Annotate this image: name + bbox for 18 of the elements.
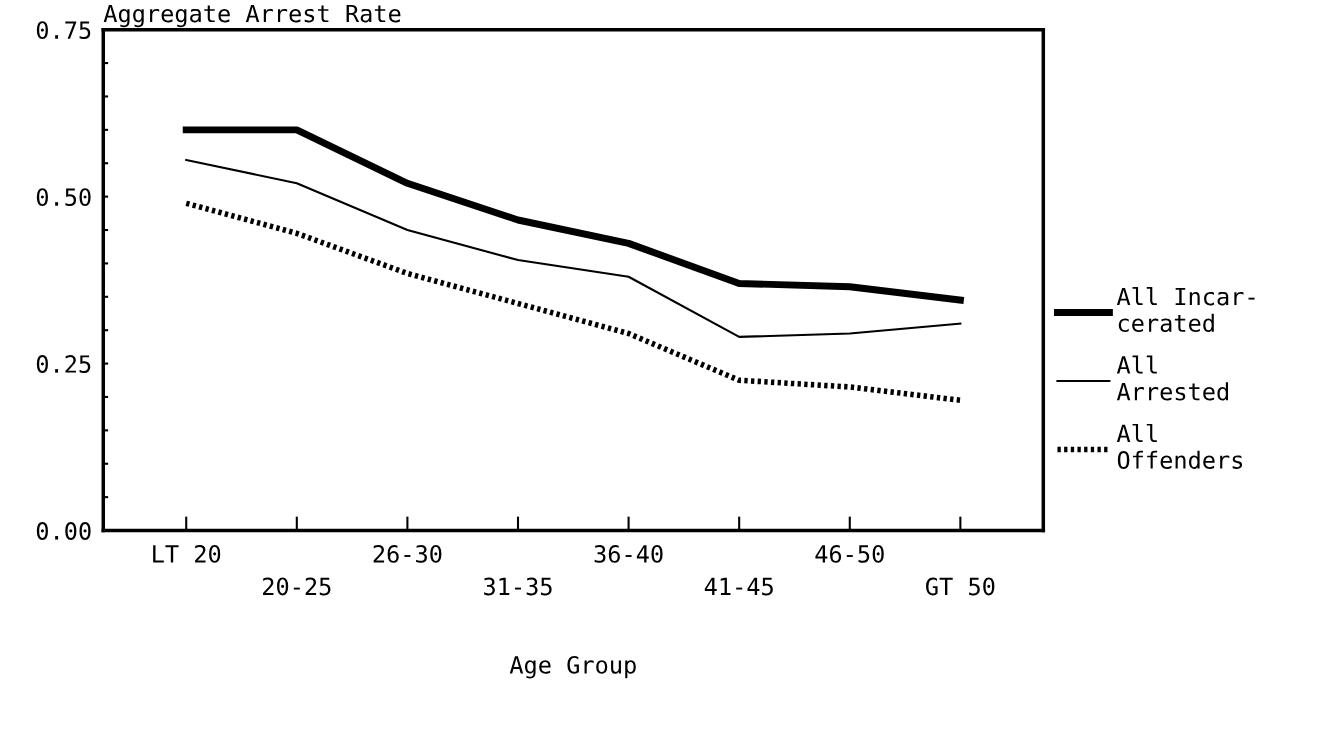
- x-tick-label: LT 20: [153, 544, 221, 563]
- x-tick-label: 41-45: [704, 577, 773, 596]
- y-tick-label: 0.50: [36, 188, 91, 206]
- y-tick-label: 0.25: [36, 355, 91, 373]
- y-axis-title: Aggregate Arrest Rate: [103, 4, 401, 28]
- x-tick-label: 46-50: [815, 544, 884, 563]
- y-tick-label: 0.00: [36, 522, 91, 540]
- x-axis-title: Age Group: [509, 655, 636, 679]
- x-tick-label: GT 50: [926, 577, 995, 596]
- x-tick-label: 26-30: [373, 544, 442, 563]
- legend-label: All Incar- cerated: [1116, 287, 1255, 333]
- x-tick-label: 20-25: [263, 577, 331, 596]
- x-tick-label: 36-40: [594, 544, 663, 563]
- legend-label: All Offenders: [1116, 423, 1243, 469]
- x-tick-label: 31-35: [484, 577, 552, 596]
- y-tick-label: 0.75: [36, 21, 91, 40]
- line-series: [185, 158, 962, 338]
- legend-label: All Arrested: [1116, 355, 1228, 401]
